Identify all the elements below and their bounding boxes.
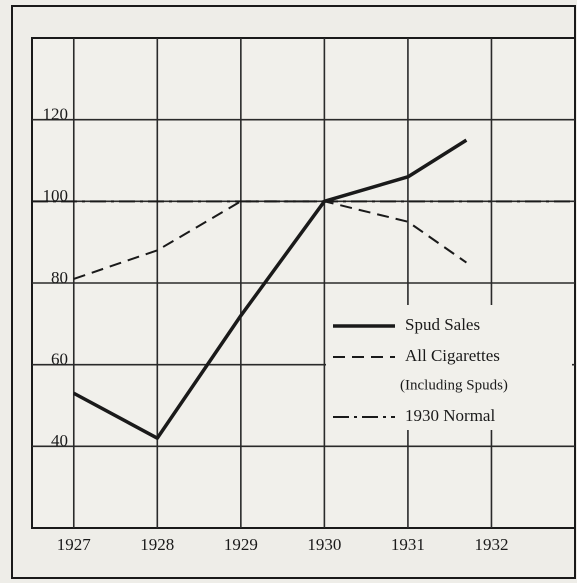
outer-frame (11, 5, 576, 579)
y-tick-label: 100 (43, 186, 69, 205)
y-tick-label: 60 (51, 350, 68, 369)
y-tick-label: 120 (43, 105, 69, 124)
legend-label: All Cigarettes (405, 346, 500, 365)
x-tick-label: 1928 (140, 535, 174, 554)
x-tick-label: 1930 (307, 535, 341, 554)
lines (32, 138, 575, 440)
legend-note: (Including Spuds) (400, 377, 508, 393)
legend: Spud Sales All Cigarettes (Including Spuds… (326, 305, 572, 430)
x-tick-label: 1927 (57, 535, 92, 554)
y-tick-label: 80 (51, 268, 68, 287)
x-tick-label: 1932 (474, 535, 508, 554)
legend-label: Spud Sales (405, 315, 480, 334)
x-tick-label: 1929 (224, 535, 258, 554)
legend-label: 1930 Normal (405, 406, 495, 425)
series-line (72, 138, 468, 440)
series-line (73, 200, 467, 280)
x-tick-label: 1931 (391, 535, 425, 554)
y-tick-label: 40 (51, 431, 68, 450)
